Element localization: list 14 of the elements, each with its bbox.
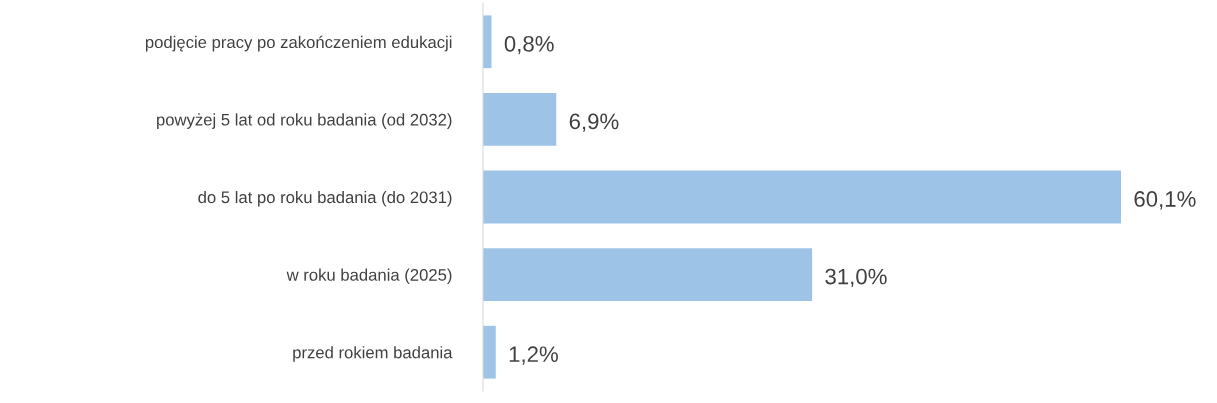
bar <box>483 325 496 379</box>
y-tick-label: podjęcie pracy po zakończeniem edukacji <box>145 35 452 52</box>
data-label: 60,1% <box>1134 191 1196 210</box>
bar <box>483 93 557 146</box>
data-label: 6,9% <box>569 113 619 132</box>
data-label: 0,8% <box>504 35 554 55</box>
data-label: 1,2% <box>509 346 558 365</box>
y-tick-label: w roku badania (2025) <box>286 268 452 285</box>
y-tick-label: przed rokiem badania <box>293 346 453 362</box>
bar <box>483 248 813 301</box>
y-tick-label: powyżej 5 lat od roku badania (od 2032) <box>157 113 452 129</box>
bar <box>483 170 1121 224</box>
y-tick-label: do 5 lat po roku badania (do 2031) <box>198 190 452 207</box>
data-label: 31,0% <box>825 268 887 288</box>
